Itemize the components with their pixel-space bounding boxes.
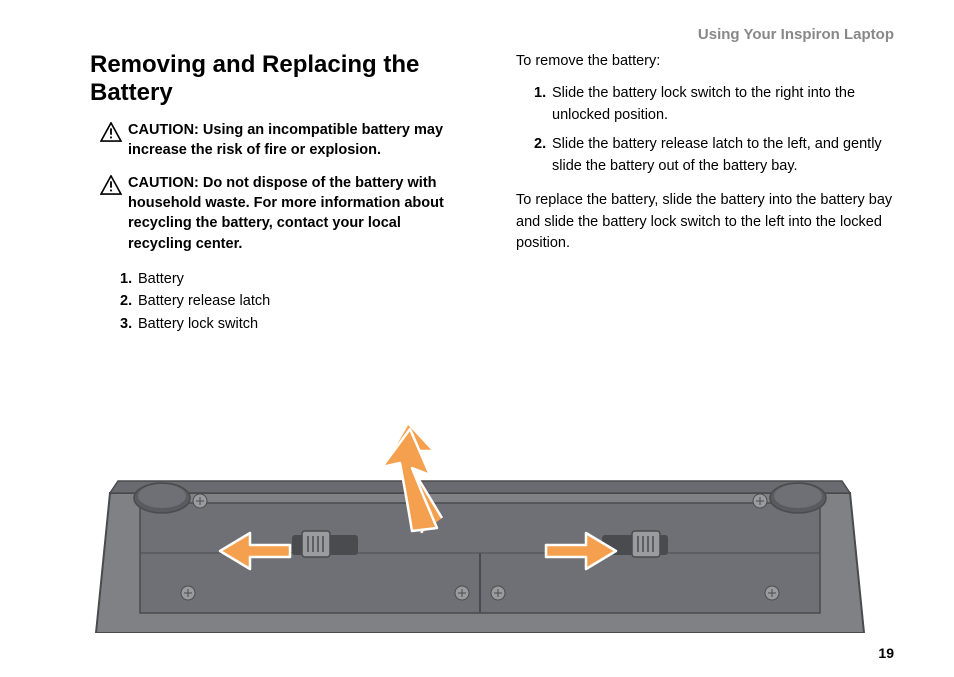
section-header: Using Your Inspiron Laptop	[90, 26, 894, 43]
page-number: 19	[878, 645, 894, 661]
caution-text-1: CAUTION: Using an incompatible battery m…	[128, 120, 468, 161]
caution-text-2: CAUTION: Do not dispose of the battery w…	[128, 173, 468, 254]
right-column: To remove the battery: 1. Slide the batt…	[516, 51, 894, 335]
step-num: 1.	[534, 83, 552, 127]
caution-1: CAUTION: Using an incompatible battery m…	[90, 120, 468, 161]
legend-item-3: 3.Battery lock switch	[120, 313, 468, 335]
warning-icon	[100, 122, 122, 142]
legend-list: 1.Battery 2.Battery release latch 3.Batt…	[90, 268, 468, 335]
legend-item-1: 1.Battery	[120, 268, 468, 290]
step-1: 1. Slide the battery lock switch to the …	[534, 83, 894, 127]
legend-num: 3.	[120, 313, 138, 335]
intro-remove: To remove the battery:	[516, 51, 894, 73]
legend-item-2: 2.Battery release latch	[120, 290, 468, 312]
replace-paragraph: To replace the battery, slide the batter…	[516, 190, 894, 255]
legend-num: 1.	[120, 268, 138, 290]
legend-label: Battery release latch	[138, 293, 270, 309]
warning-icon	[100, 175, 122, 195]
page-title: Removing and Replacing the Battery	[90, 51, 468, 106]
laptop-body	[96, 481, 864, 633]
battery-diagram	[92, 423, 868, 633]
legend-label: Battery lock switch	[138, 316, 258, 332]
step-text: Slide the battery lock switch to the rig…	[552, 83, 894, 127]
step-text: Slide the battery release latch to the l…	[552, 134, 894, 178]
legend-label: Battery	[138, 271, 184, 287]
remove-steps: 1. Slide the battery lock switch to the …	[516, 83, 894, 178]
step-num: 2.	[534, 134, 552, 178]
left-column: Removing and Replacing the Battery CAUTI…	[90, 51, 468, 335]
caution-2: CAUTION: Do not dispose of the battery w…	[90, 173, 468, 254]
step-2: 2. Slide the battery release latch to th…	[534, 134, 894, 178]
legend-num: 2.	[120, 290, 138, 312]
